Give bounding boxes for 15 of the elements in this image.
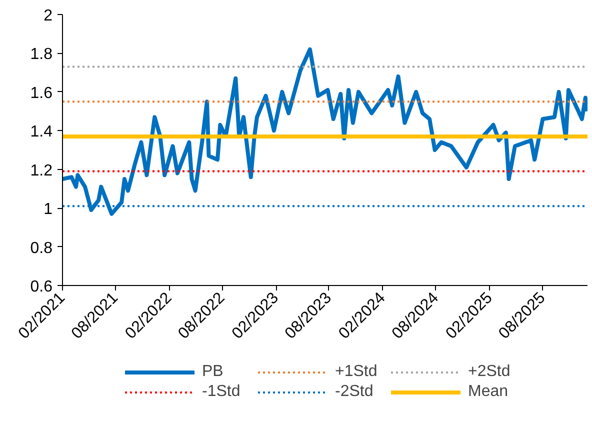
legend-label: +2Std — [468, 362, 512, 382]
y-tick-label: 1.4 — [30, 124, 53, 141]
y-tick-label: 1.8 — [30, 46, 53, 64]
y-tick-label: 1.6 — [30, 84, 53, 102]
y-tick-label: 1 — [44, 201, 53, 218]
y-tick-label: 0.6 — [30, 278, 53, 296]
legend-label: +1Std — [335, 362, 378, 382]
y-tick-label: 0.8 — [30, 240, 53, 257]
y-tick-label: 1.2 — [30, 162, 53, 180]
legend-label: PB — [202, 362, 224, 382]
line-series — [62, 47, 588, 216]
legend-label: Mean — [468, 382, 510, 402]
legend-label: -2Std — [335, 382, 374, 402]
y-tick-label: 2 — [44, 8, 53, 24]
legend-label: -1Std — [202, 382, 242, 402]
